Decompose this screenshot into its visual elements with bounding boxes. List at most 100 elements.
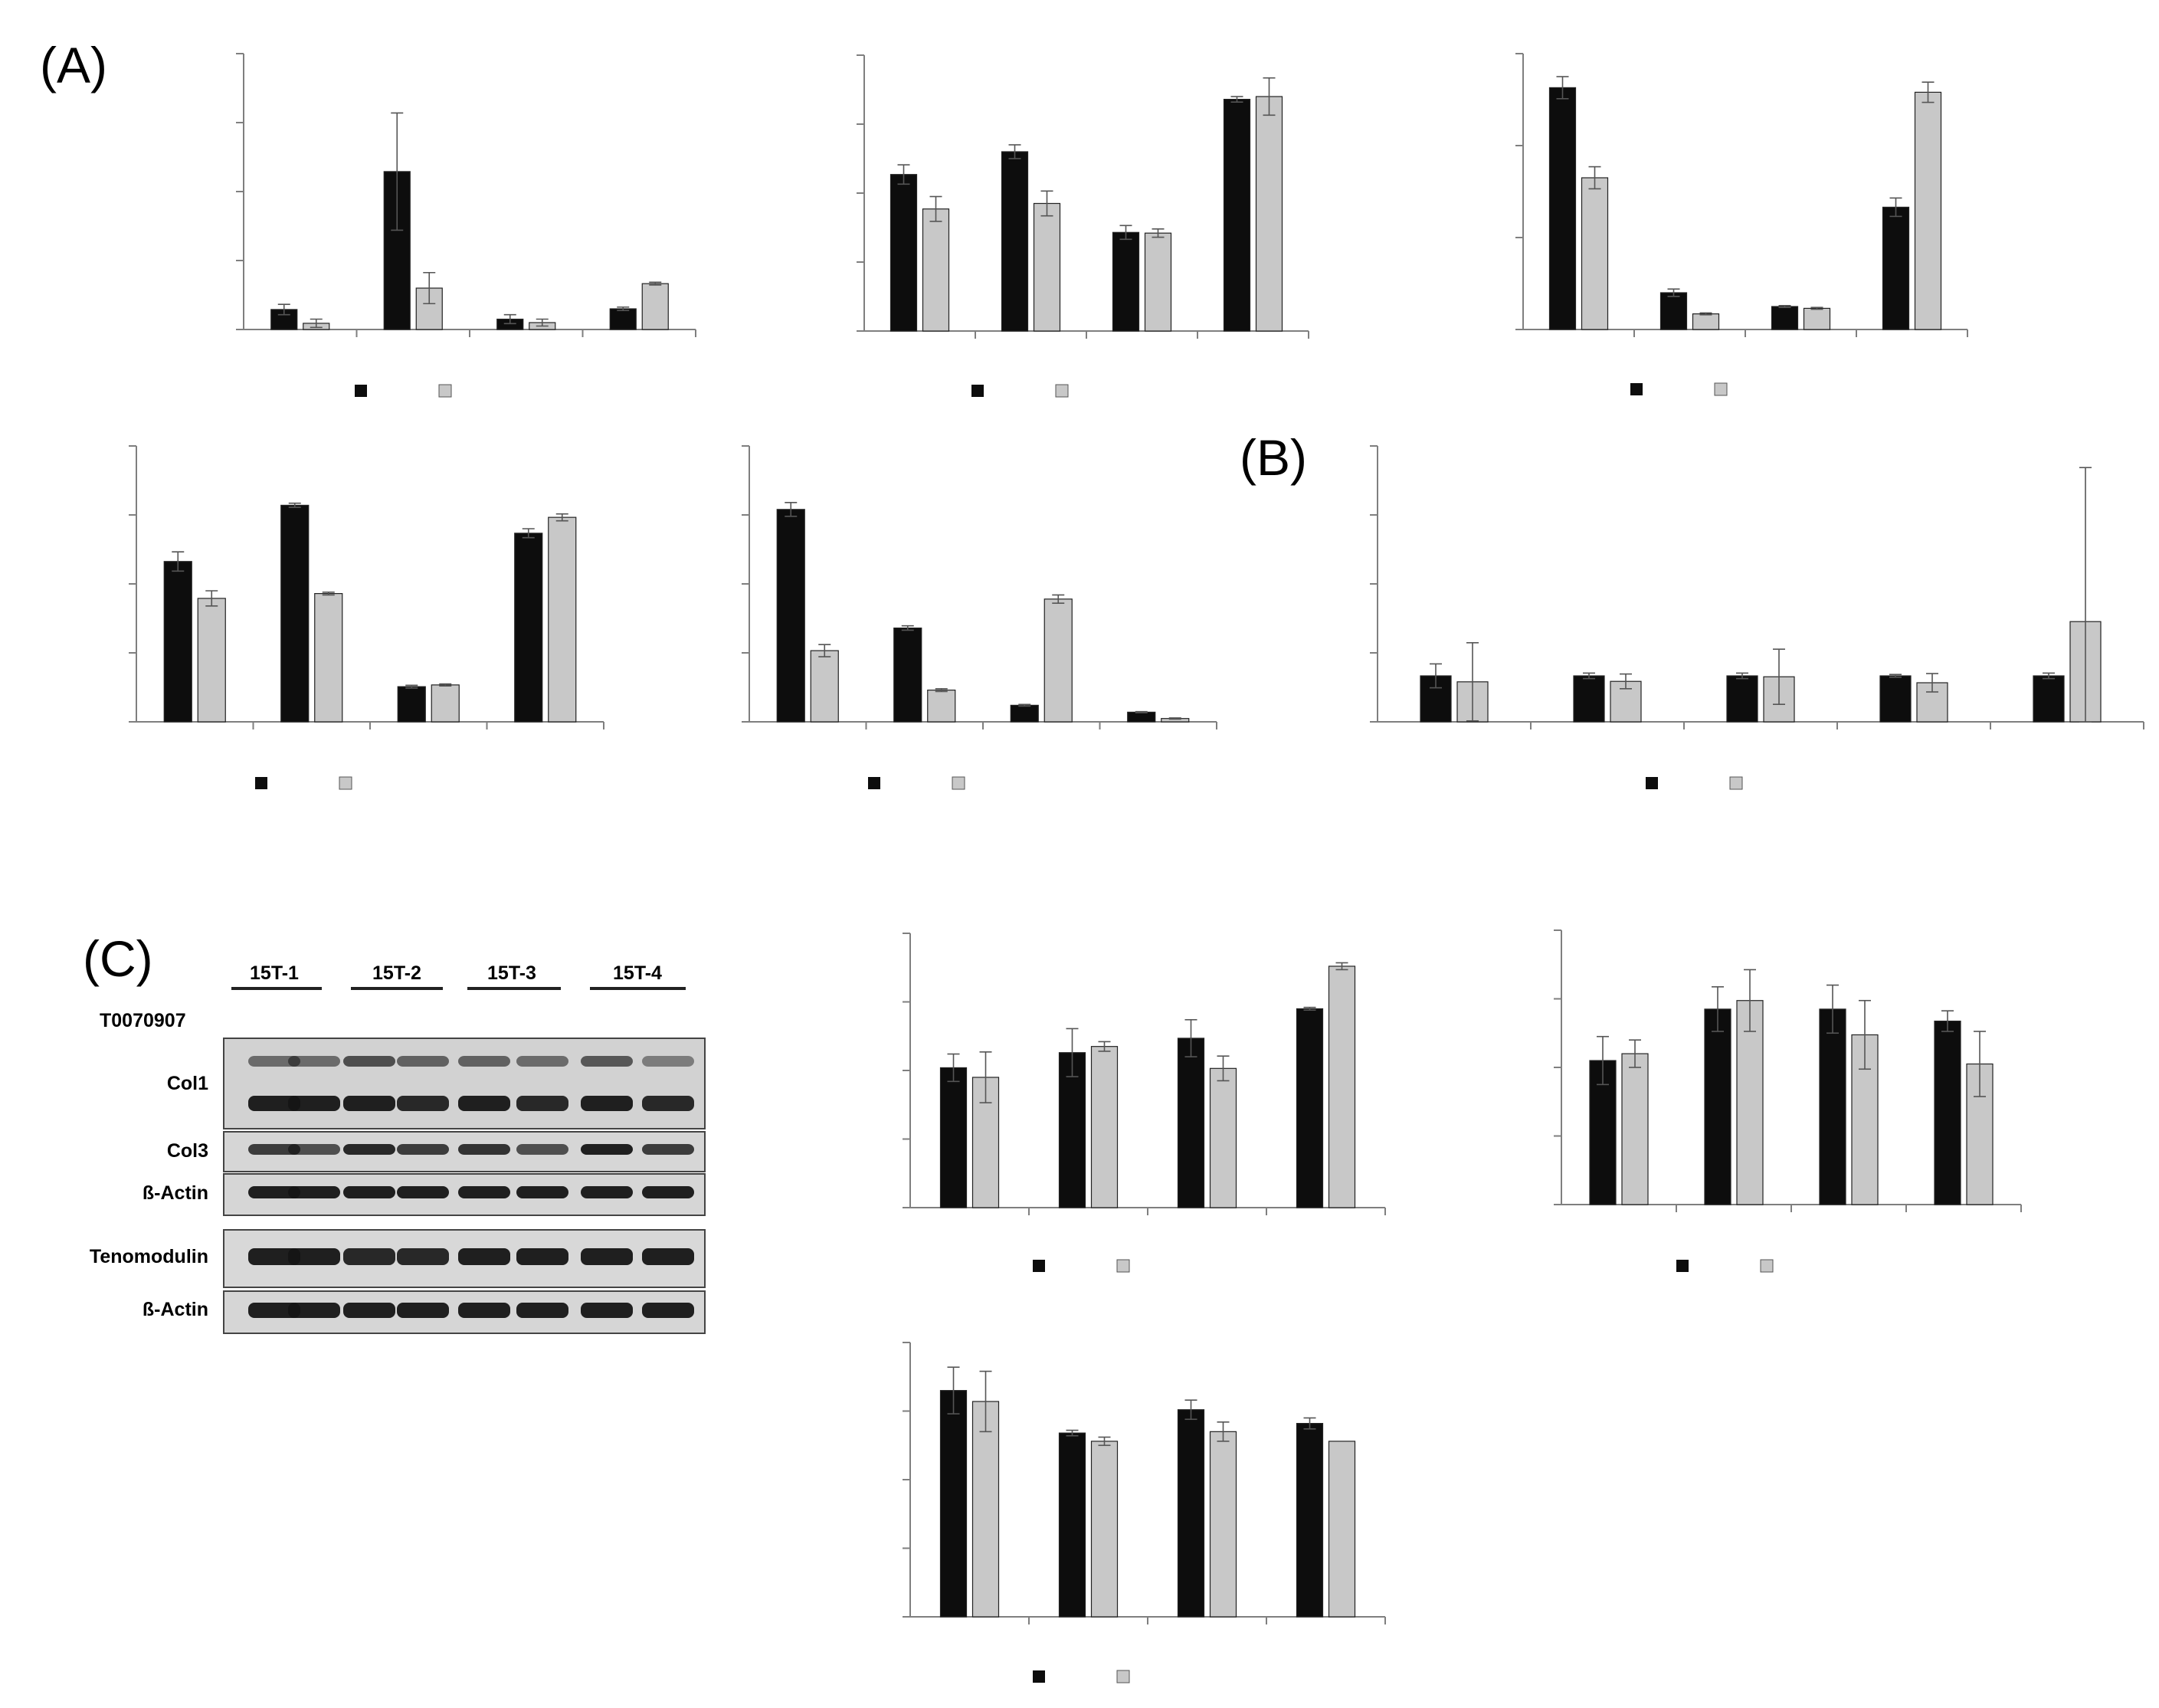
blot-group-15t-2: 15T-2	[372, 962, 421, 984]
blot-group-15t-4: 15T-4	[613, 962, 662, 984]
col3-mrna-chart	[857, 54, 1309, 398]
bar-treatment	[1033, 202, 1061, 332]
bar-treatment	[1916, 682, 1948, 723]
bar-ctrl	[1010, 704, 1039, 723]
blot-row-label-col3: Col3	[167, 1140, 208, 1162]
blot-band	[458, 1144, 510, 1155]
bar-ctrl	[1726, 675, 1758, 723]
bar-treatment	[971, 1401, 1000, 1618]
blot-band	[642, 1144, 694, 1155]
scleraxis-mrna-chart	[129, 445, 604, 790]
bar-treatment	[1692, 313, 1720, 330]
col3-protein-chart	[1554, 929, 2022, 1273]
panel-label-c: (C)	[83, 930, 153, 987]
bar-ctrl	[1127, 711, 1156, 723]
bar-treatment	[1621, 1053, 1649, 1205]
bar-ctrl	[893, 627, 922, 723]
legend-swatch-ctrl	[1630, 383, 1643, 395]
bar-treatment	[1090, 1046, 1119, 1208]
blot-band	[248, 1186, 300, 1198]
bar-ctrl	[1296, 1008, 1324, 1208]
legend-swatch-ctrl	[255, 777, 267, 789]
blot-band	[288, 1144, 340, 1155]
blot-band	[642, 1186, 694, 1198]
legend-swatch-treatment	[1116, 1259, 1130, 1273]
panel-label-a: (A)	[40, 37, 107, 93]
bar-treatment	[1914, 91, 1942, 330]
blot-band	[397, 1303, 449, 1318]
blot-band	[516, 1056, 568, 1067]
bar-ctrl	[1573, 675, 1605, 723]
blot-band	[248, 1303, 300, 1318]
bar-ctrl	[397, 686, 426, 723]
blot-treatment-label: T0070907	[100, 1010, 186, 1031]
blot-row-label-actin-2: ß-Actin	[143, 1299, 208, 1320]
bar-ctrl	[1001, 151, 1029, 332]
bar-treatment	[197, 598, 226, 723]
legend-swatch-treatment	[339, 776, 352, 790]
bar-ctrl	[609, 308, 637, 330]
legend-swatch-treatment	[952, 776, 965, 790]
bar-treatment	[1209, 1067, 1237, 1208]
blot-band	[343, 1248, 395, 1265]
blot-band	[248, 1096, 300, 1111]
legend-swatch-treatment	[1055, 384, 1069, 398]
legend-swatch-treatment	[1729, 776, 1743, 790]
blot-band	[516, 1144, 568, 1155]
bar-ctrl	[1771, 306, 1799, 330]
blot-band	[642, 1096, 694, 1111]
legend-swatch-ctrl	[355, 385, 367, 397]
col1-mrna-chart	[236, 53, 696, 398]
bar-ctrl	[280, 504, 310, 723]
col1-protein-chart	[903, 933, 1386, 1273]
bar-ctrl	[1177, 1409, 1205, 1618]
bar-treatment	[810, 650, 839, 723]
bar-ctrl	[1112, 231, 1140, 332]
bar-treatment	[1328, 965, 1356, 1208]
bar-ctrl	[1548, 87, 1577, 330]
blot-bands	[248, 1056, 694, 1318]
blot-band	[458, 1056, 510, 1067]
blot-band	[642, 1303, 694, 1318]
bar-ctrl	[1704, 1008, 1731, 1205]
blot-band	[458, 1303, 510, 1318]
bar-ctrl	[514, 533, 543, 723]
bar-ctrl	[163, 561, 192, 723]
bar-treatment	[1736, 1000, 1764, 1205]
legend-swatch-ctrl	[1033, 1260, 1045, 1272]
legend-swatch-treatment	[1760, 1259, 1774, 1273]
blot-band	[288, 1096, 340, 1111]
blot-band	[288, 1248, 340, 1265]
bar-ctrl	[1177, 1038, 1205, 1208]
bar-ctrl	[1659, 292, 1688, 330]
blot-box-col1	[223, 1038, 706, 1129]
blot-band	[581, 1186, 633, 1198]
blot-band	[581, 1056, 633, 1067]
blot-band	[288, 1186, 340, 1198]
bar-ctrl	[1819, 1008, 1846, 1205]
blot-band	[248, 1056, 300, 1067]
bar-ctrl	[889, 174, 918, 332]
relative-mrna-chart	[1370, 445, 2144, 790]
bar-ctrl	[1934, 1020, 1961, 1205]
bar-ctrl	[776, 509, 805, 723]
blot-band	[642, 1248, 694, 1265]
legend-swatch-ctrl	[1033, 1670, 1045, 1683]
blot-band	[343, 1096, 395, 1111]
bar-treatment	[1255, 96, 1283, 332]
bar-treatment	[641, 283, 669, 330]
blot-band	[581, 1248, 633, 1265]
blot-band	[581, 1096, 633, 1111]
blot-band	[642, 1056, 694, 1067]
legend-swatch-ctrl	[1646, 777, 1658, 789]
bar-treatment	[1090, 1441, 1119, 1618]
legend-swatch-ctrl	[1676, 1260, 1689, 1272]
tenomodulin-mrna-chart	[1515, 53, 1968, 396]
bar-ctrl	[939, 1390, 968, 1618]
bar-ctrl	[1879, 675, 1912, 723]
blot-band	[581, 1144, 633, 1155]
blot-band	[458, 1248, 510, 1265]
blot-row-label-tenomodulin: Tenomodulin	[90, 1246, 208, 1267]
blot-band	[397, 1144, 449, 1155]
bar-ctrl	[1223, 99, 1251, 332]
